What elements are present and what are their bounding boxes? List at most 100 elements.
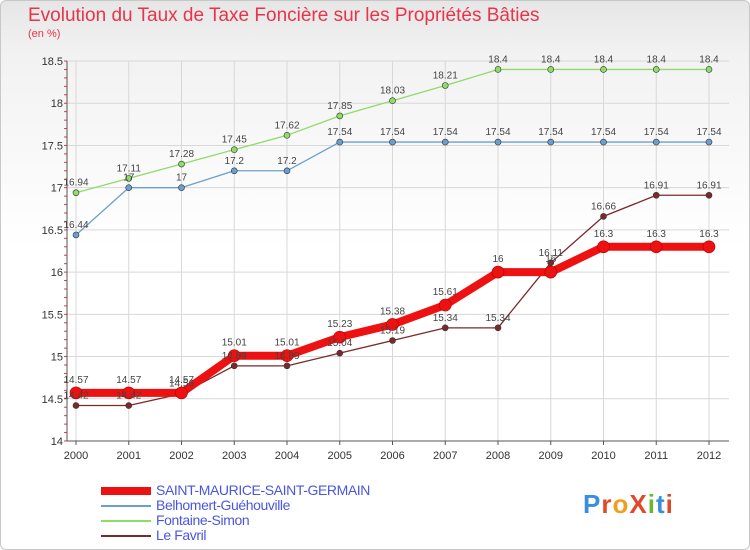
data-point <box>336 112 344 120</box>
data-point <box>702 240 716 254</box>
data-label: 17.45 <box>222 135 247 146</box>
data-point <box>227 349 241 363</box>
x-tick-label: 2001 <box>117 450 141 462</box>
data-point <box>125 184 133 191</box>
y-tick-label: 17 <box>51 183 63 195</box>
data-point <box>230 362 238 370</box>
data-point <box>389 138 396 146</box>
data-point <box>125 175 133 182</box>
logo-letter: o <box>612 489 630 519</box>
x-tick-label: 2012 <box>697 450 721 462</box>
legend-label: SAINT-MAURICE-SAINT-GERMAIN <box>156 482 370 498</box>
x-tick-label: 2008 <box>486 450 510 462</box>
unit-label: (en %) <box>28 28 61 40</box>
logo-letter: r <box>601 489 613 519</box>
data-label: 15.34 <box>433 313 458 324</box>
data-label: 16.44 <box>63 220 88 231</box>
data-label: 14.56 <box>169 379 194 390</box>
y-tick-label: 18 <box>51 98 63 110</box>
line-chart: 14 14.5 15 15.5 16 16.5 17 17.5 18 18.5 2000 2001 20… <box>42 54 729 462</box>
x-tick-label: 2010 <box>591 450 615 462</box>
data-label: 15.04 <box>327 338 352 349</box>
x-tick-label: 2011 <box>644 450 668 462</box>
data-label: 17.54 <box>538 127 563 138</box>
data-label: 17.54 <box>380 127 405 138</box>
y-tick-label: 14.5 <box>42 394 63 406</box>
data-point <box>69 386 83 400</box>
data-label: 14.89 <box>222 351 247 362</box>
data-point <box>389 337 396 344</box>
data-label: 16 <box>492 254 504 265</box>
logo-letter: i <box>647 489 656 519</box>
data-label: 17.28 <box>169 149 194 160</box>
data-label: 17.54 <box>591 127 616 138</box>
legend-swatch <box>101 520 151 522</box>
data-label: 17.85 <box>327 101 352 112</box>
data-point <box>336 138 344 146</box>
data-label: 15.23 <box>327 319 352 330</box>
data-label: 18.21 <box>433 70 458 81</box>
data-point <box>494 324 502 332</box>
data-label: 17.54 <box>644 127 669 138</box>
y-tick-label: 16 <box>51 267 63 279</box>
data-label: 16.3 <box>594 229 614 240</box>
data-label: 18.03 <box>380 86 405 97</box>
data-point <box>441 324 449 332</box>
data-label: 15.61 <box>433 287 458 298</box>
x-tick-label: 2009 <box>539 450 563 462</box>
logo-letter: P <box>583 489 602 519</box>
data-point <box>72 402 80 409</box>
data-point <box>72 189 80 197</box>
data-point <box>72 231 80 239</box>
data-point <box>178 160 185 168</box>
data-point <box>494 66 502 73</box>
data-label: 15.01 <box>274 338 299 349</box>
data-point <box>389 97 396 104</box>
data-point <box>438 298 452 312</box>
data-point <box>280 349 294 363</box>
proxiti-logo: ProXiti <box>583 489 674 520</box>
data-label: 17.54 <box>433 127 458 138</box>
data-label: 14.57 <box>169 375 194 386</box>
y-tick-label: 14 <box>51 436 63 448</box>
x-tick-label: 2005 <box>328 450 352 462</box>
legend-label: Fontaine-Simon <box>156 512 250 528</box>
data-point <box>283 132 291 139</box>
data-label: 16 <box>545 254 557 265</box>
data-label: 17 <box>123 173 135 184</box>
data-point <box>125 402 133 409</box>
legend-swatch <box>101 505 151 507</box>
data-label: 17.2 <box>225 156 245 167</box>
data-point <box>386 318 399 331</box>
x-tick-label: 2003 <box>222 450 246 462</box>
logo-letter: X <box>629 489 648 519</box>
data-label: 17.11 <box>117 163 142 174</box>
data-label: 16.3 <box>699 229 719 240</box>
x-tick-label: 2006 <box>380 450 404 462</box>
data-point <box>283 362 291 370</box>
data-label: 17 <box>176 173 188 184</box>
data-point <box>652 191 660 199</box>
data-label: 14.57 <box>116 375 141 386</box>
data-label: 18.4 <box>647 54 667 65</box>
data-point <box>283 167 291 175</box>
data-label: 16.11 <box>539 248 564 259</box>
logo-letter: i <box>665 489 674 519</box>
y-tick-label: 15 <box>51 352 63 364</box>
logo-letter: t <box>655 489 666 519</box>
y-tick-label: 17.5 <box>42 140 63 152</box>
data-point <box>652 66 660 73</box>
data-label: 17.54 <box>327 127 352 138</box>
data-point <box>178 184 185 191</box>
data-point <box>600 138 607 146</box>
data-point <box>441 138 449 146</box>
data-label: 17.2 <box>277 156 297 167</box>
x-tick-label: 2007 <box>433 450 457 462</box>
data-label: 14.42 <box>63 391 88 402</box>
data-label: 17.54 <box>696 127 721 138</box>
data-point <box>600 213 607 220</box>
data-point <box>230 167 238 175</box>
data-label: 16.66 <box>591 201 616 212</box>
data-label: 15.38 <box>380 306 405 317</box>
